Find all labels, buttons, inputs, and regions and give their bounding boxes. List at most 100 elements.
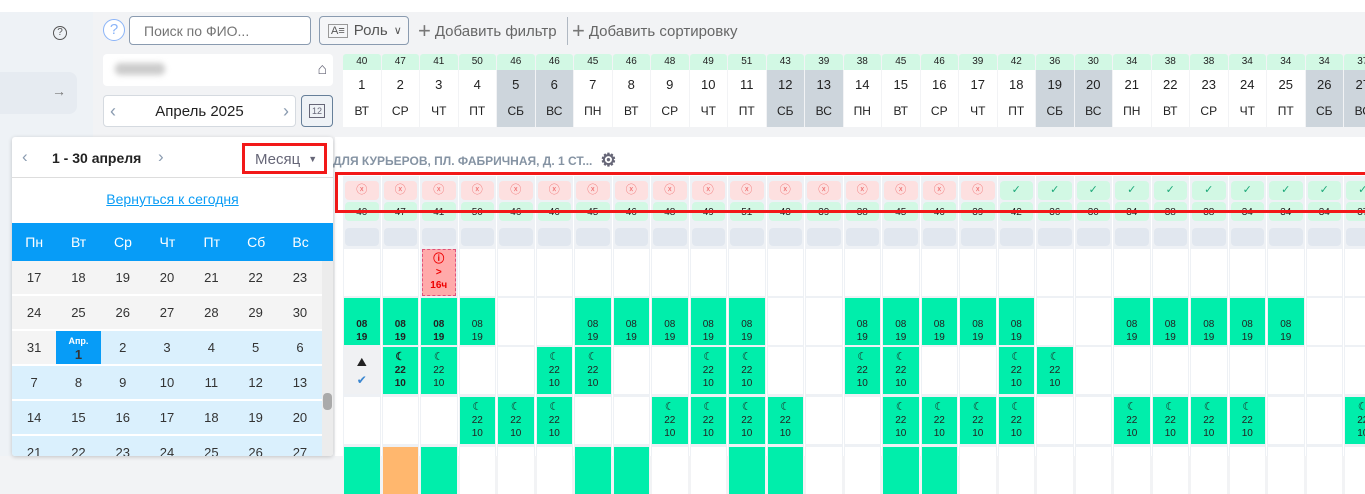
night-shift[interactable]: ☾ 22 10 [459,397,495,444]
night-shift[interactable]: ☾ 22 10 [536,347,572,394]
night-shift[interactable]: ☾ 22 10 [998,347,1034,394]
date-column-header[interactable]: 51 11 ПТ [728,54,766,127]
date-column-header[interactable]: 38 22 ВТ [1151,54,1189,127]
empty-cell[interactable] [652,347,688,394]
back-to-today-link[interactable]: Вернуться к сегодня [106,191,239,207]
date-column-header[interactable]: 45 7 ПН [574,54,612,127]
empty-cell[interactable] [344,249,380,296]
day-shift[interactable]: 08 19 [575,298,611,345]
empty-cell[interactable] [613,397,649,444]
search-input[interactable] [129,16,311,45]
date-column-header[interactable]: 34 21 ПН [1113,54,1151,127]
date-column-header[interactable]: 46 5 СБ [497,54,535,127]
empty-cell[interactable] [960,347,996,394]
empty-cell[interactable] [1075,447,1111,494]
role-filter-button[interactable]: A≡ Роль ∨ [319,16,409,45]
night-shift[interactable] [767,447,803,494]
picker-day[interactable]: 28 [189,296,234,329]
picker-day[interactable]: Апр. 1 [56,331,101,364]
night-shift[interactable]: ☾ 22 10 [421,347,457,394]
picker-day[interactable]: 21 [189,261,234,294]
date-column-header[interactable]: 48 9 СР [651,54,689,127]
day-shift[interactable]: 08 19 [1229,298,1265,345]
picker-day[interactable]: 15 [56,401,101,434]
empty-cell[interactable] [806,397,842,444]
picker-day[interactable]: 31 [12,331,57,364]
empty-cell[interactable] [1114,249,1150,296]
night-shift[interactable]: ☾ 22 10 [1152,397,1188,444]
night-shift[interactable]: ☾ 22 10 [883,347,919,394]
picker-day[interactable]: 22 [56,436,101,456]
day-shift[interactable]: 08 19 [344,298,380,345]
night-shift[interactable]: ☾ 22 10 [729,397,765,444]
empty-cell[interactable] [960,447,996,494]
night-shift[interactable]: ☾ 22 10 [1114,397,1150,444]
empty-cell[interactable] [652,249,688,296]
empty-cell[interactable] [1114,347,1150,394]
picker-day[interactable]: 16 [100,401,145,434]
empty-cell[interactable] [844,447,880,494]
date-column-header[interactable]: 30 20 ВС [1074,54,1112,127]
picker-day[interactable]: 20 [144,261,190,294]
night-shift[interactable] [421,447,457,494]
night-shift[interactable]: ☾ 22 10 [382,347,418,394]
day-shift[interactable]: 08 19 [690,298,726,345]
store-selector[interactable]: ⌂ [103,54,333,86]
empty-cell[interactable] [960,249,996,296]
empty-cell[interactable] [1152,347,1188,394]
picker-scroll-thumb[interactable] [323,393,332,410]
night-shift[interactable] [883,447,919,494]
picker-day[interactable]: 25 [56,296,101,329]
night-shift[interactable] [575,447,611,494]
picker-day[interactable]: 19 [233,401,278,434]
picker-day[interactable]: 21 [12,436,57,456]
picker-day[interactable]: 17 [12,261,57,294]
picker-day[interactable]: 17 [144,401,190,434]
empty-cell[interactable] [382,249,418,296]
night-shift[interactable]: ☾ 22 10 [960,397,996,444]
picker-day[interactable]: 9 [100,366,145,399]
empty-cell[interactable] [1075,298,1111,345]
night-shift[interactable]: ☾ 22 10 [690,347,726,394]
empty-cell[interactable] [1268,447,1304,494]
empty-cell[interactable] [382,397,418,444]
night-shift[interactable]: ☾ 22 10 [1191,397,1227,444]
picker-day[interactable]: 20 [277,401,323,434]
gear-icon[interactable]: ⚙ [600,150,617,170]
picker-day[interactable]: 22 [233,261,278,294]
picker-day[interactable]: 2 [100,331,145,364]
empty-cell[interactable] [1306,249,1342,296]
night-shift[interactable]: ☾ 22 10 [767,397,803,444]
picker-day[interactable]: 24 [12,296,57,329]
date-column-header[interactable]: 39 17 ЧТ [959,54,997,127]
day-shift[interactable]: 08 19 [921,298,957,345]
night-shift[interactable]: ☾ 22 10 [498,397,534,444]
empty-cell[interactable] [1345,298,1365,345]
picker-prev-button[interactable]: ‹ [22,147,28,166]
empty-cell[interactable] [806,347,842,394]
empty-cell[interactable] [498,347,534,394]
empty-cell[interactable] [1306,347,1342,394]
empty-cell[interactable] [1037,249,1073,296]
day-shift[interactable]: 08 19 [1191,298,1227,345]
empty-cell[interactable] [575,249,611,296]
empty-cell[interactable] [1075,397,1111,444]
empty-cell[interactable] [844,249,880,296]
empty-cell[interactable] [767,249,803,296]
day-shift[interactable]: 08 19 [844,298,880,345]
picker-day[interactable]: 25 [189,436,234,456]
empty-cell[interactable] [536,249,572,296]
empty-cell[interactable] [1075,249,1111,296]
night-shift[interactable]: ☾ 22 10 [536,397,572,444]
picker-day[interactable]: 26 [233,436,278,456]
day-shift[interactable]: 08 19 [459,298,495,345]
empty-cell[interactable] [1345,447,1365,494]
day-shift[interactable]: 08 19 [613,298,649,345]
empty-cell[interactable] [536,447,572,494]
picker-day[interactable]: 27 [144,296,190,329]
empty-cell[interactable] [883,249,919,296]
help-icon[interactable]: ? [53,26,67,40]
empty-cell[interactable] [1306,447,1342,494]
empty-cell[interactable] [498,447,534,494]
empty-cell[interactable] [1152,447,1188,494]
